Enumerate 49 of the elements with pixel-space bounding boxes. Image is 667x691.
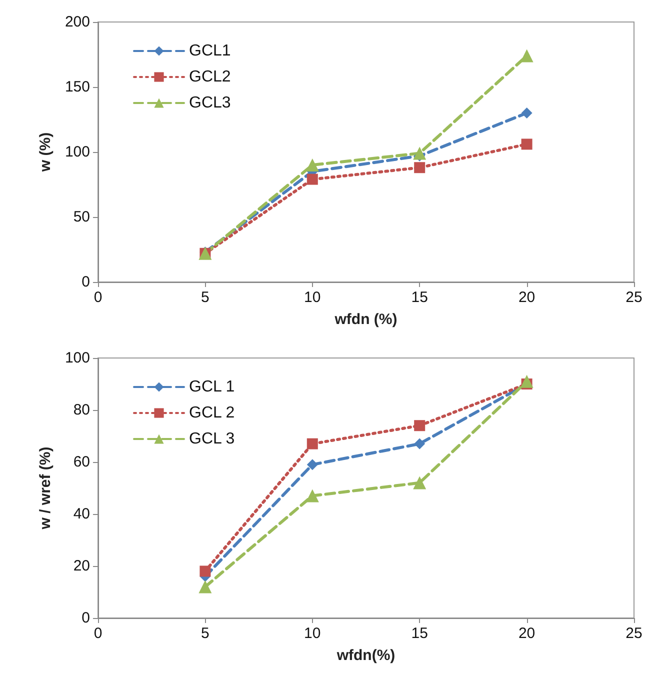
y-tick-label: 80 [73,402,90,418]
y-tick-label: 0 [82,274,90,290]
point [521,108,532,118]
point [198,580,212,594]
y-tick-label: 100 [64,144,90,160]
x-tick-label: 20 [518,625,536,642]
legend-label: GCL 1 [189,378,235,396]
x-tick-label: 15 [411,625,428,642]
y-tick-label: 50 [73,208,90,226]
x-tick-label: 0 [94,625,102,642]
y-axis-title: w / wref (%) [37,446,54,530]
x-axis-title: wfdn(%) [336,647,396,664]
point [414,162,426,174]
point [306,489,319,502]
y-tick-label: 0 [82,610,90,626]
x-tick-label: 25 [626,289,642,306]
x-tick-label: 10 [304,289,321,306]
point [413,476,426,490]
y-tick-label: 100 [64,350,90,366]
point [520,49,534,62]
legend-label: GCL 3 [189,430,235,448]
y-tick-label: 60 [73,454,90,470]
x-tick-label: 10 [304,625,321,642]
y-tick-label: 40 [73,506,90,522]
point [520,374,534,388]
legend-label: GCL3 [189,94,231,112]
x-tick-label: 15 [411,289,428,306]
x-tick-label: 0 [94,289,102,306]
x-axis-title: wfdn (%) [334,311,398,328]
x-tick-label: 20 [518,289,536,306]
y-tick-label: 200 [64,14,90,30]
point [414,438,426,450]
legend-label: GCL1 [189,42,231,60]
x-tick-label: 25 [626,625,642,642]
y-tick-label: 150 [64,78,90,96]
y-tick-label: 20 [73,558,90,574]
point [306,438,318,450]
point [413,146,426,160]
point [414,420,426,432]
point [521,138,532,150]
point [306,158,319,172]
y-axis-title: w (%) [37,132,54,173]
point [306,459,318,470]
legend-label: GCL 2 [189,404,235,422]
point [306,174,318,185]
point [200,566,211,577]
x-tick-label: 5 [201,289,210,306]
legend-label: GCL2 [189,68,231,86]
x-tick-label: 5 [201,625,210,642]
